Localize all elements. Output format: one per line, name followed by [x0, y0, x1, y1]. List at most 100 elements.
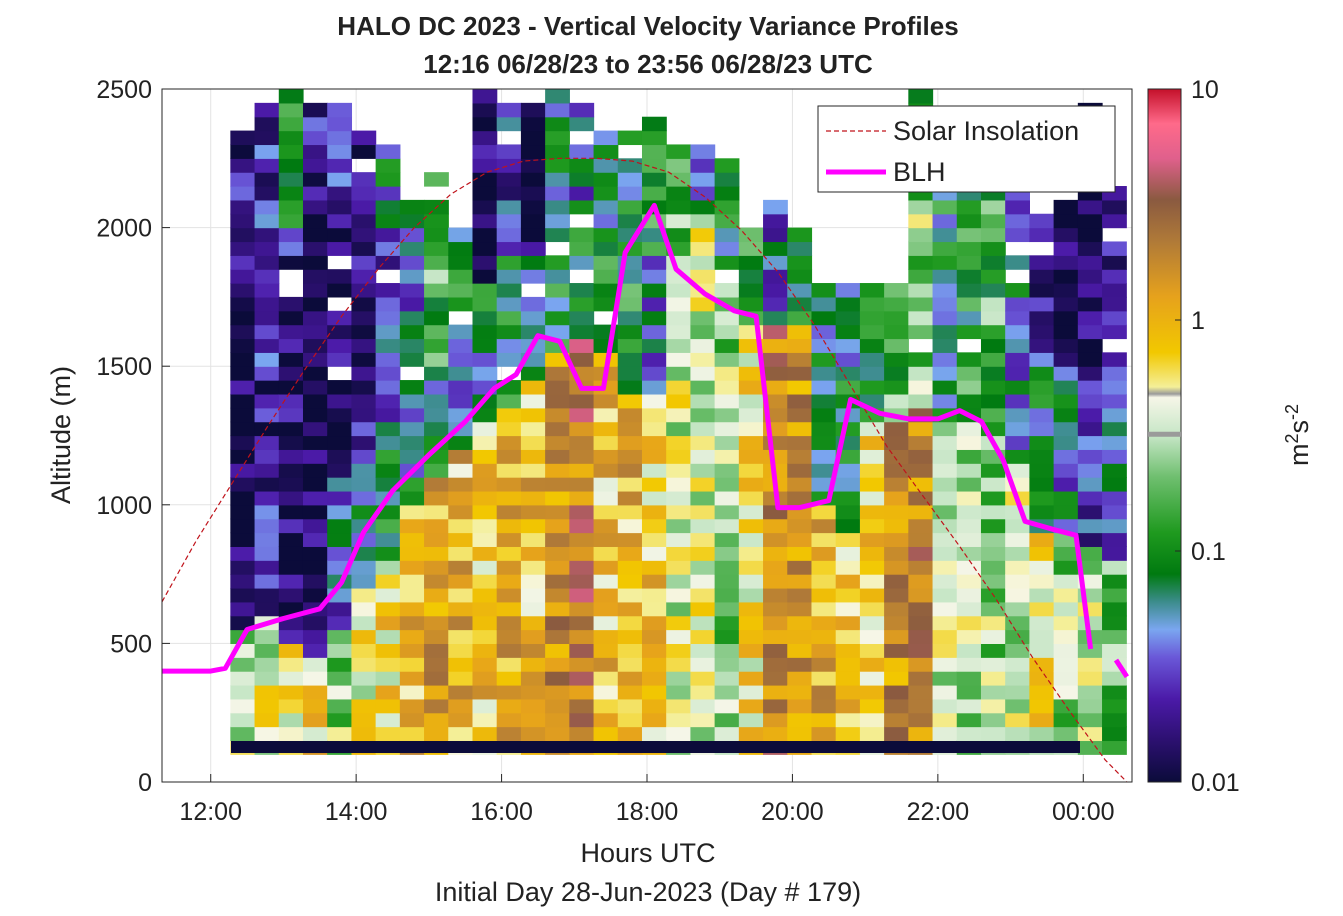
heatmap-cell	[545, 671, 570, 686]
heatmap-cell	[617, 449, 643, 464]
heatmap-cell	[569, 421, 595, 437]
heatmap-cell	[811, 726, 837, 742]
heatmap-cell	[859, 712, 885, 728]
heatmap-cell	[1005, 380, 1030, 395]
heatmap-cell	[908, 504, 934, 520]
heatmap-cell	[351, 227, 377, 243]
heatmap-cell	[375, 352, 401, 367]
heatmap-cell	[859, 532, 885, 547]
heatmap-cell	[617, 186, 643, 201]
heatmap-cell	[666, 269, 692, 284]
heatmap-cell	[714, 671, 740, 686]
heatmap-cell	[884, 532, 909, 547]
heatmap-cell	[351, 712, 377, 728]
heatmap-cell	[520, 310, 546, 326]
heatmap-cell	[351, 449, 377, 464]
heatmap-cell	[980, 712, 1006, 728]
heatmap-cell	[351, 490, 377, 506]
heatmap-cell	[448, 393, 474, 409]
heatmap-cell	[641, 684, 667, 700]
heatmap-cell	[424, 283, 449, 298]
heatmap-cell	[980, 283, 1006, 298]
heatmap-cell	[545, 615, 570, 631]
heatmap-cell	[593, 726, 619, 742]
heatmap-cell	[327, 615, 353, 631]
heatmap-cell	[472, 601, 498, 617]
heatmap-cell	[763, 587, 788, 603]
heatmap-cell	[1005, 684, 1030, 700]
heatmap-cell	[472, 726, 498, 742]
heatmap-cell	[617, 698, 643, 714]
heatmap-cell	[520, 296, 546, 312]
heatmap-cell	[254, 283, 280, 298]
heatmap-cell	[278, 89, 304, 104]
heatmap-cell	[351, 463, 377, 478]
heatmap-cell	[496, 435, 522, 450]
heatmap-cell	[254, 227, 280, 243]
heatmap-cell	[520, 712, 546, 728]
heatmap-cell	[424, 296, 449, 312]
heatmap-cell	[738, 421, 764, 437]
heatmap-cell	[811, 560, 837, 575]
heatmap-cell	[302, 380, 328, 395]
heatmap-cell	[399, 421, 425, 437]
heatmap-cell	[666, 587, 692, 603]
heatmap-cell	[641, 574, 667, 589]
heatmap-cell	[1102, 712, 1127, 728]
heatmap-cell	[375, 698, 401, 714]
heatmap-cell	[230, 199, 256, 215]
heatmap-cell	[811, 380, 837, 395]
heatmap-cell	[617, 283, 643, 298]
heatmap-cell	[690, 172, 716, 187]
heatmap-cell	[980, 463, 1006, 478]
heatmap-cell	[690, 366, 716, 381]
heatmap-cell	[278, 449, 304, 464]
y-tick-label: 1000	[96, 492, 152, 520]
heatmap-cell	[884, 546, 909, 561]
heatmap-cell	[956, 726, 982, 742]
heatmap-cell	[617, 726, 643, 742]
lowest-range-gate-band	[231, 741, 1080, 753]
heatmap-cell	[1077, 324, 1103, 340]
heatmap-cell	[1029, 532, 1055, 547]
heatmap-cell	[932, 643, 958, 658]
colorbar-label: m2s-2	[1282, 404, 1314, 466]
heatmap-cell	[980, 324, 1006, 340]
heatmap-cell	[980, 546, 1006, 561]
heatmap-cell	[763, 366, 788, 381]
heatmap-cell	[472, 227, 498, 243]
heatmap-cell	[738, 532, 764, 547]
heatmap-cell	[714, 546, 740, 561]
heatmap-cell	[593, 213, 619, 229]
heatmap-cell	[327, 241, 353, 256]
heatmap-cell	[569, 172, 595, 187]
heatmap-cell	[908, 546, 934, 561]
heatmap-cell	[496, 657, 522, 672]
heatmap-cell	[932, 684, 958, 700]
heatmap-cell	[448, 227, 474, 243]
heatmap-cell	[835, 324, 861, 340]
heatmap-cell	[593, 255, 619, 270]
heatmap-cell	[1053, 393, 1079, 409]
heatmap-cell	[1077, 726, 1103, 742]
heatmap-cell	[496, 449, 522, 464]
heatmap-cell	[351, 296, 377, 312]
heatmap-cell	[254, 449, 280, 464]
heatmap-cell	[908, 587, 934, 603]
heatmap-cell	[593, 671, 619, 686]
heatmap-cell	[351, 172, 377, 187]
y-tick-label: 0	[138, 769, 152, 797]
heatmap-cell	[980, 684, 1006, 700]
heatmap-cell	[714, 657, 740, 672]
heatmap-cell	[351, 601, 377, 617]
heatmap-cell	[1005, 726, 1030, 742]
heatmap-cell	[980, 213, 1006, 229]
heatmap-cell	[278, 241, 304, 256]
heatmap-cell	[787, 449, 813, 464]
heatmap-cell	[351, 407, 377, 423]
heatmap-cell	[327, 380, 353, 395]
heatmap-cell	[593, 587, 619, 603]
heatmap-cell	[641, 296, 667, 312]
heatmap-cell	[230, 574, 256, 589]
